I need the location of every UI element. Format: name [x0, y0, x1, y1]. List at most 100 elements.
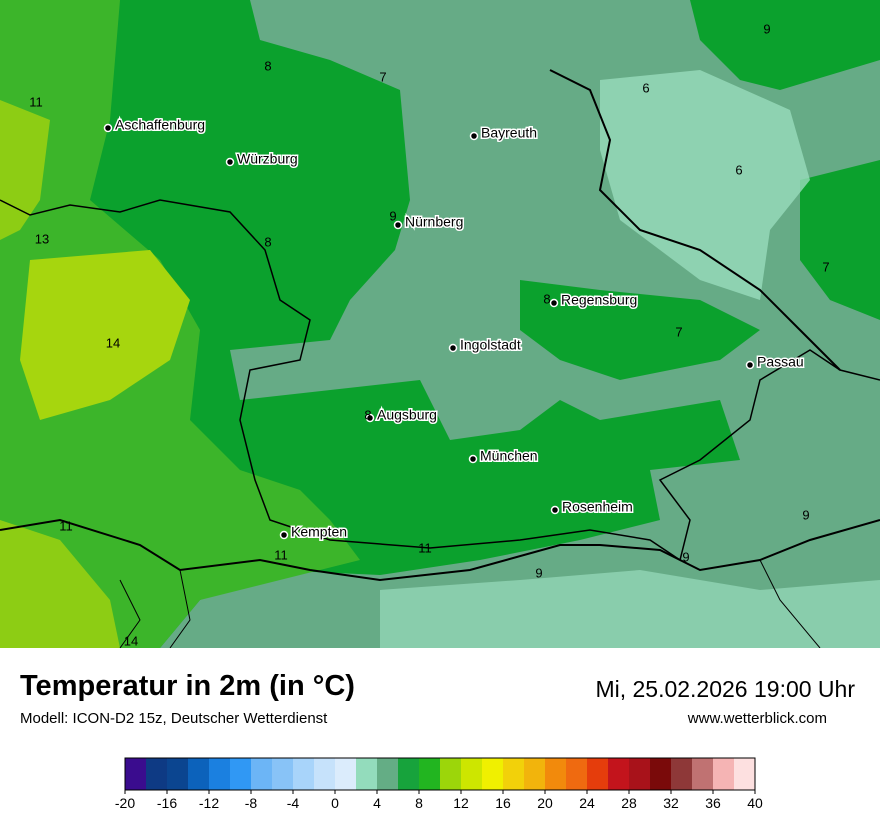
yellow-green-area — [0, 100, 50, 240]
city-dot — [103, 123, 113, 133]
colorbar-cell — [629, 758, 651, 790]
contour-label: 7 — [675, 324, 682, 339]
map: Aschaffenburg Würzburg Bayreuth Nürnberg Reg… — [0, 0, 880, 648]
city-dot — [550, 505, 560, 515]
colorbar-cell — [377, 758, 399, 790]
city-label: Ingolstadt — [460, 337, 521, 353]
contour-label: 9 — [682, 549, 689, 564]
colorbar: -20 -16 -12 -8 -4 0 4 8 12 16 20 24 28 32 36 40 — [115, 757, 763, 811]
contour-label: 13 — [35, 231, 49, 246]
colorbar-tick-label: 24 — [579, 795, 595, 811]
contour-label: 14 — [124, 633, 138, 648]
colorbar-cell — [272, 758, 294, 790]
colorbar-cell — [419, 758, 441, 790]
colorbar-cell — [524, 758, 546, 790]
contour-label: 9 — [535, 565, 542, 580]
city-label: Nürnberg — [405, 214, 463, 230]
colorbar-tick-label: 12 — [453, 795, 469, 811]
colorbar-cell — [293, 758, 315, 790]
contour-label: 11 — [274, 547, 288, 562]
border — [0, 518, 880, 582]
green-area — [800, 160, 880, 320]
city-label: Bayreuth — [481, 125, 537, 141]
border — [549, 69, 841, 371]
city-label: Passau — [757, 354, 804, 370]
city-dot — [469, 131, 479, 141]
colorbar-cell — [461, 758, 483, 790]
contour-label: 6 — [642, 80, 649, 95]
colorbar-tick-label: 4 — [373, 795, 381, 811]
contour-label: 11 — [59, 518, 73, 533]
colorbar-cell — [671, 758, 693, 790]
colorbar-cell — [314, 758, 336, 790]
colorbar-cell — [125, 758, 147, 790]
subtitle: Modell: ICON-D2 15z, Deutscher Wetterdie… — [20, 710, 328, 727]
colorbar-tick-label: 20 — [537, 795, 553, 811]
colorbar-tick-label: 40 — [747, 795, 763, 811]
contour-label: 9 — [802, 507, 809, 522]
colorbar-cell — [503, 758, 525, 790]
green-area — [690, 0, 880, 90]
contour-label: 11 — [29, 94, 43, 109]
yellow-green-area — [20, 250, 190, 420]
city-label: Rosenheim — [562, 499, 633, 515]
colorbar-cell — [692, 758, 714, 790]
yellow-green-area — [0, 520, 120, 648]
contour-label: 8 — [364, 407, 371, 422]
colorbar-cell — [356, 758, 378, 790]
colorbar-tick-label: -12 — [199, 795, 219, 811]
mint-area — [600, 70, 810, 300]
colorbar-cell — [251, 758, 273, 790]
colorbar-cell — [482, 758, 504, 790]
colorbar-cell — [188, 758, 210, 790]
colorbar-cell — [650, 758, 672, 790]
colorbar-cell — [608, 758, 630, 790]
city-dot — [279, 530, 289, 540]
city-dot — [365, 413, 375, 423]
colorbar-tick-label: -20 — [115, 795, 135, 811]
contour-label: 9 — [763, 21, 770, 36]
city-dot — [468, 454, 478, 464]
city-label: Aschaffenburg — [115, 117, 205, 133]
city-label: Regensburg — [561, 292, 637, 308]
datetime: Mi, 25.02.2026 19:00 Uhr — [595, 676, 855, 702]
colorbar-cell — [545, 758, 567, 790]
colorbar-cell — [398, 758, 420, 790]
colorbar-cell — [587, 758, 609, 790]
colorbar-cell — [734, 758, 756, 790]
colorbar-frame — [124, 757, 756, 791]
city-label: München — [480, 448, 538, 464]
contour-label: 8 — [264, 234, 271, 249]
border — [119, 559, 821, 648]
city-dot — [393, 220, 403, 230]
contour-label: 9 — [389, 208, 396, 223]
contour-label: 11 — [418, 540, 432, 555]
colorbar-cell — [566, 758, 588, 790]
colorbar-tick-label: 0 — [331, 795, 339, 811]
contour-label: 14 — [106, 335, 120, 350]
title: Temperatur in 2m (in °C) — [20, 670, 355, 702]
colorbar-cell — [209, 758, 231, 790]
contour-label: 8 — [543, 291, 550, 306]
contour-label: 8 — [264, 58, 271, 73]
colorbar-cell — [167, 758, 189, 790]
colorbar-tick-label: 8 — [415, 795, 423, 811]
city-dot — [448, 343, 458, 353]
colorbar-tick-label: 28 — [621, 795, 637, 811]
colorbar-tick-label: 36 — [705, 795, 721, 811]
city-label: Kempten — [291, 524, 347, 540]
city-dot — [745, 360, 755, 370]
city-dot — [549, 298, 559, 308]
green-area — [520, 280, 760, 380]
colorbar-cell — [713, 758, 735, 790]
city-label: Würzburg — [237, 151, 298, 167]
colorbar-cell — [146, 758, 168, 790]
border — [0, 199, 880, 562]
colorbar-cell — [230, 758, 252, 790]
colorbar-tick-label: -4 — [287, 795, 300, 811]
colorbar-tick-label: -8 — [245, 795, 258, 811]
contour-label: 7 — [822, 259, 829, 274]
contour-label: 6 — [735, 162, 742, 177]
mint-area — [380, 570, 880, 648]
